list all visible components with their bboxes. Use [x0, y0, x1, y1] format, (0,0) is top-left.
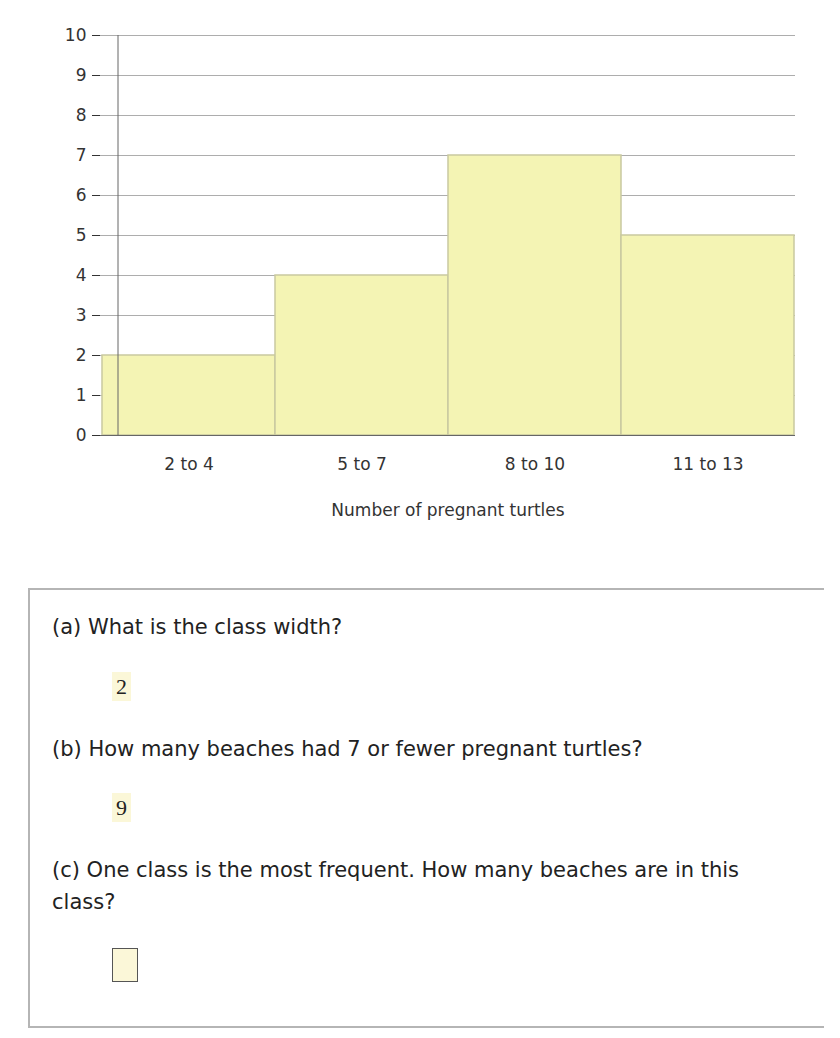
svg-text:8: 8 — [76, 105, 87, 125]
svg-text:5 to 7: 5 to 7 — [337, 454, 387, 474]
svg-text:8 to 10: 8 to 10 — [505, 454, 565, 474]
svg-text:3: 3 — [76, 305, 87, 325]
svg-text:9: 9 — [76, 65, 87, 85]
svg-text:2: 2 — [76, 345, 87, 365]
svg-text:1: 1 — [76, 385, 87, 405]
svg-text:4: 4 — [76, 265, 87, 285]
svg-text:0: 0 — [76, 425, 87, 445]
svg-text:11 to 13: 11 to 13 — [672, 454, 743, 474]
html-text:2: 2 — [116, 673, 127, 699]
svg-text:10: 10 — [65, 25, 87, 45]
svg-text:2 to 4: 2 to 4 — [164, 454, 214, 474]
svg-text:7: 7 — [76, 145, 87, 165]
svg-text:6: 6 — [76, 185, 87, 205]
svg-text:5: 5 — [76, 225, 87, 245]
html-text:9: 9 — [116, 795, 127, 820]
svg-text:Number of pregnant turtles: Number of pregnant turtles — [331, 500, 564, 520]
html-text:(a) What is the class width?: (a) What is the class width? — [52, 615, 343, 639]
html-text:(c) One class is the most freq: (c) One class is the most frequent. How … — [52, 858, 739, 914]
html-text:(b) How many beaches had 7 or: (b) How many beaches had 7 or fewer preg… — [52, 736, 643, 761]
